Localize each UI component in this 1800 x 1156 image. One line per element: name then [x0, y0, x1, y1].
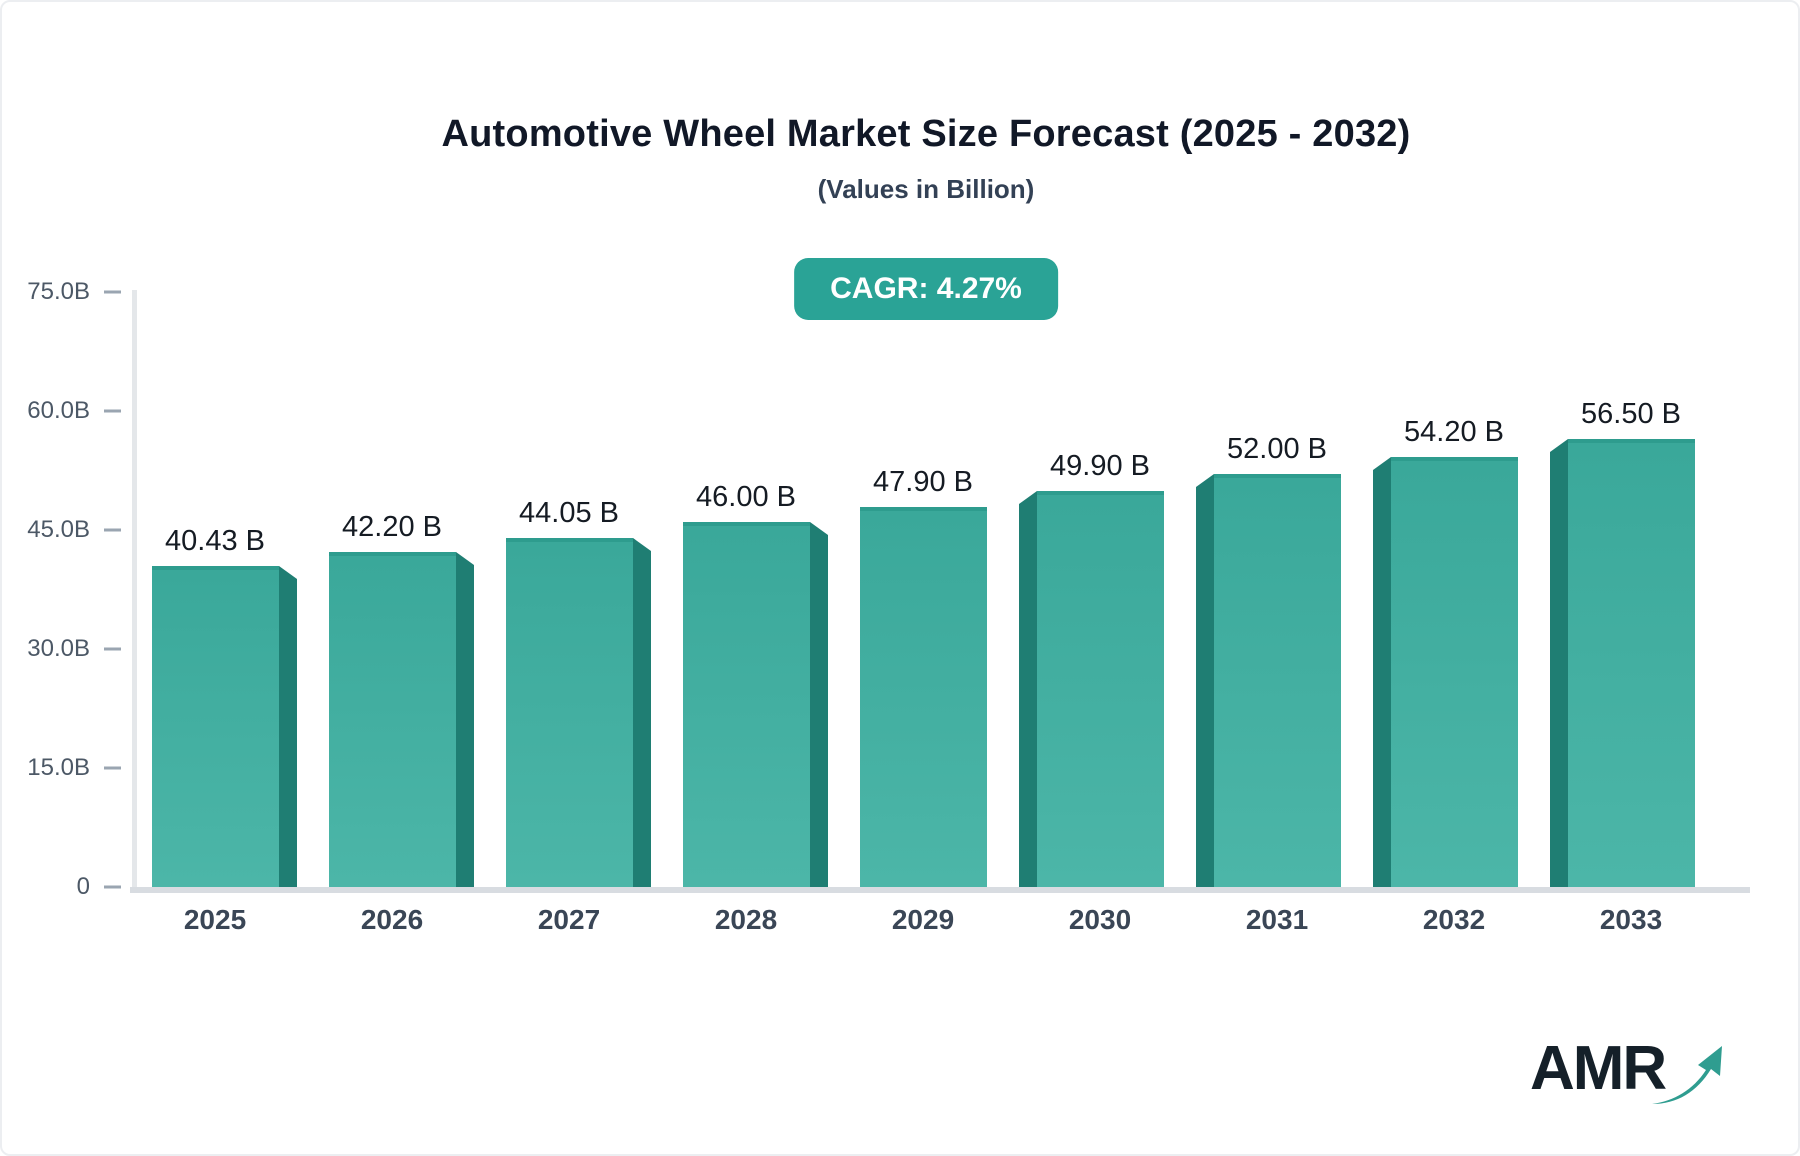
- y-axis-tick-mark: [104, 885, 121, 889]
- bar-3d-side: [1196, 474, 1214, 887]
- bar-2029: [860, 507, 987, 887]
- bar-3d-side: [1019, 491, 1037, 887]
- y-axis-tick-label: 15.0B: [27, 754, 90, 781]
- y-axis-tick-mark: [104, 766, 121, 770]
- y-axis-tick-label: 60.0B: [27, 397, 90, 424]
- bar-value-label: 46.00 B: [696, 481, 796, 513]
- x-axis-category-label: 2032: [1422, 904, 1486, 935]
- bar-2033: [1568, 439, 1695, 887]
- x-axis-category-label: 2029: [891, 904, 955, 935]
- bar-value-label: 52.00 B: [1227, 433, 1327, 465]
- growth-arrow-icon: [1652, 1046, 1722, 1104]
- x-axis-category-label: 2028: [714, 904, 778, 935]
- y-axis-tick-mark: [104, 647, 121, 651]
- chart-subtitle: (Values in Billion): [817, 174, 1035, 204]
- y-axis-tick-label: 75.0B: [27, 278, 90, 305]
- y-axis-tick-mark: [104, 409, 121, 413]
- bar-3d-side: [279, 566, 297, 887]
- y-axis-tick-mark: [104, 290, 121, 294]
- bar-2030: [1037, 491, 1164, 887]
- bar-value-label: 54.20 B: [1404, 416, 1504, 448]
- bar-value-label: 56.50 B: [1581, 398, 1681, 430]
- x-axis-category-label: 2025: [183, 904, 247, 935]
- bar-2026: [329, 552, 456, 887]
- bar-value-label: 49.90 B: [1050, 450, 1150, 482]
- y-axis-tick-label: 30.0B: [27, 635, 90, 662]
- bar-value-label: 47.90 B: [873, 466, 973, 498]
- bar-3d-side: [810, 522, 828, 887]
- bar-value-label: 40.43 B: [165, 525, 265, 557]
- y-axis-tick-label: 0: [76, 873, 90, 900]
- bar-3d-side: [633, 538, 651, 887]
- x-axis-category-label: 2027: [537, 904, 601, 935]
- x-axis-category-label: 2033: [1599, 904, 1663, 935]
- bar-3d-side: [456, 552, 474, 887]
- bar-2031: [1214, 474, 1341, 887]
- bar-2032: [1391, 457, 1518, 887]
- x-axis-category-label: 2031: [1245, 904, 1309, 935]
- bar-value-label: 44.05 B: [519, 497, 619, 529]
- y-axis-line: [132, 290, 137, 892]
- y-axis-tick-label: 45.0B: [27, 516, 90, 543]
- y-axis-tick-mark: [104, 528, 121, 532]
- x-axis-category-label: 2030: [1068, 904, 1132, 935]
- bar-2028: [683, 522, 810, 887]
- bar-3d-side: [1373, 457, 1391, 887]
- bar-value-label: 42.20 B: [342, 511, 442, 543]
- bar-2027: [506, 538, 633, 887]
- bar-3d-side: [1550, 439, 1568, 887]
- cagr-badge: CAGR: 4.27%: [794, 258, 1058, 320]
- amr-logo: AMR: [1530, 1038, 1740, 1118]
- amr-logo-text: AMR: [1530, 1034, 1667, 1103]
- bar-2025: [152, 566, 279, 887]
- chart-title: Automotive Wheel Market Size Forecast (2…: [441, 113, 1411, 155]
- x-axis-baseline: [130, 887, 1750, 893]
- x-axis-category-label: 2026: [360, 904, 424, 935]
